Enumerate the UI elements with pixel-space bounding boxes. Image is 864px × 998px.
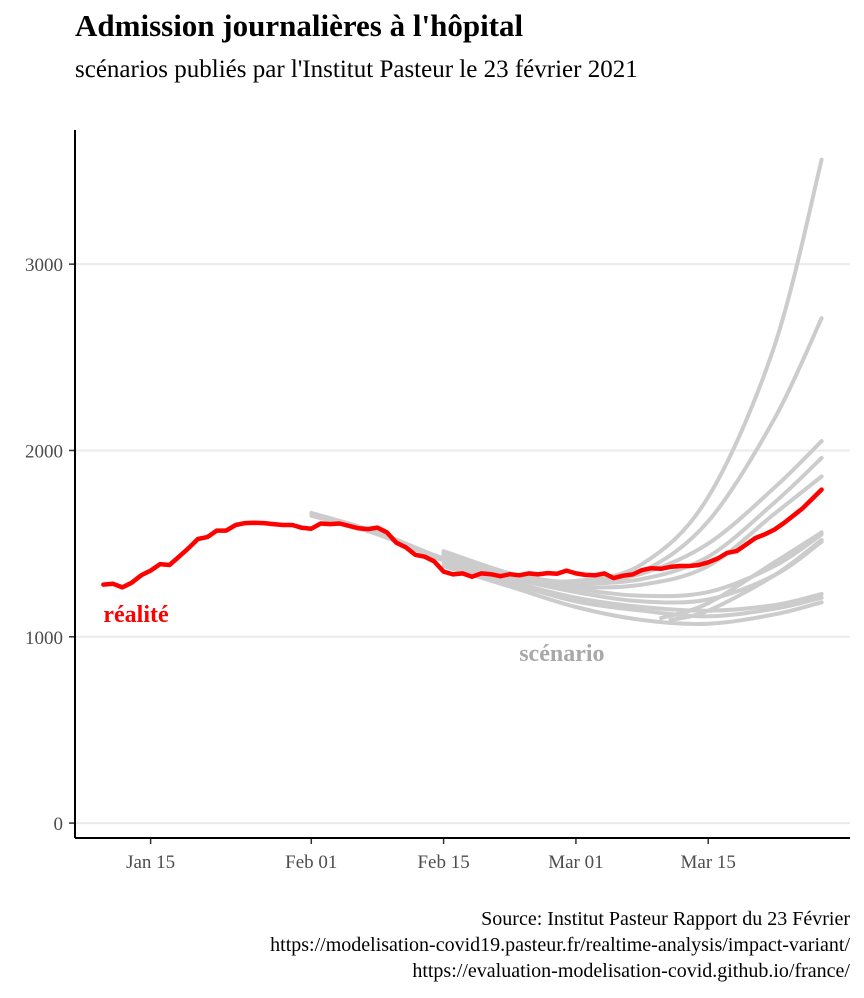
- grid-layer: [75, 263, 850, 825]
- scenario-line-1: [309, 157, 824, 584]
- caption-source: Source: Institut Pasteur Rapport du 23 F…: [481, 908, 850, 930]
- x-tick-label-0: Jan 15: [126, 852, 175, 873]
- reality-line-group: [101, 487, 824, 590]
- y-tick-label-0: 0: [54, 814, 64, 835]
- y-tick-label-1: 1000: [25, 628, 63, 649]
- scenario-line-9: [441, 560, 824, 619]
- annotations: réalité scénario: [103, 602, 604, 667]
- caption-link-evaluation: https://evaluation-modelisation-covid.gi…: [412, 960, 850, 982]
- x-tick-label-4: Mar 15: [681, 852, 736, 873]
- reality-line: [101, 487, 824, 590]
- x-tick-label-1: Feb 01: [285, 852, 337, 873]
- label-scenario: scénario: [519, 641, 604, 667]
- y-tick-label-3: 3000: [25, 255, 63, 276]
- scenario-line-10: [441, 564, 824, 626]
- scenario-line-11: [668, 537, 824, 622]
- y-tick-label-2: 2000: [25, 441, 63, 462]
- axes: 0 1000 2000 3000 Jan 15 Feb 01 Feb 15 Mar 01 Mar…: [25, 130, 850, 873]
- x-tick-label-3: Mar 01: [548, 852, 603, 873]
- chart-title: Admission journalières à l'hôpital: [75, 8, 524, 43]
- x-tick-label-2: Feb 15: [417, 852, 469, 873]
- scenario-line-12: [659, 530, 824, 621]
- label-reality: réalité: [103, 602, 169, 628]
- scenario-lines: [309, 157, 824, 626]
- caption: Source: Institut Pasteur Rapport du 23 F…: [270, 906, 850, 984]
- chart-subtitle: scénarios publiés par l'Institut Pasteur…: [75, 56, 638, 83]
- caption-link-pasteur: https://modelisation-covid19.pasteur.fr/…: [270, 934, 850, 956]
